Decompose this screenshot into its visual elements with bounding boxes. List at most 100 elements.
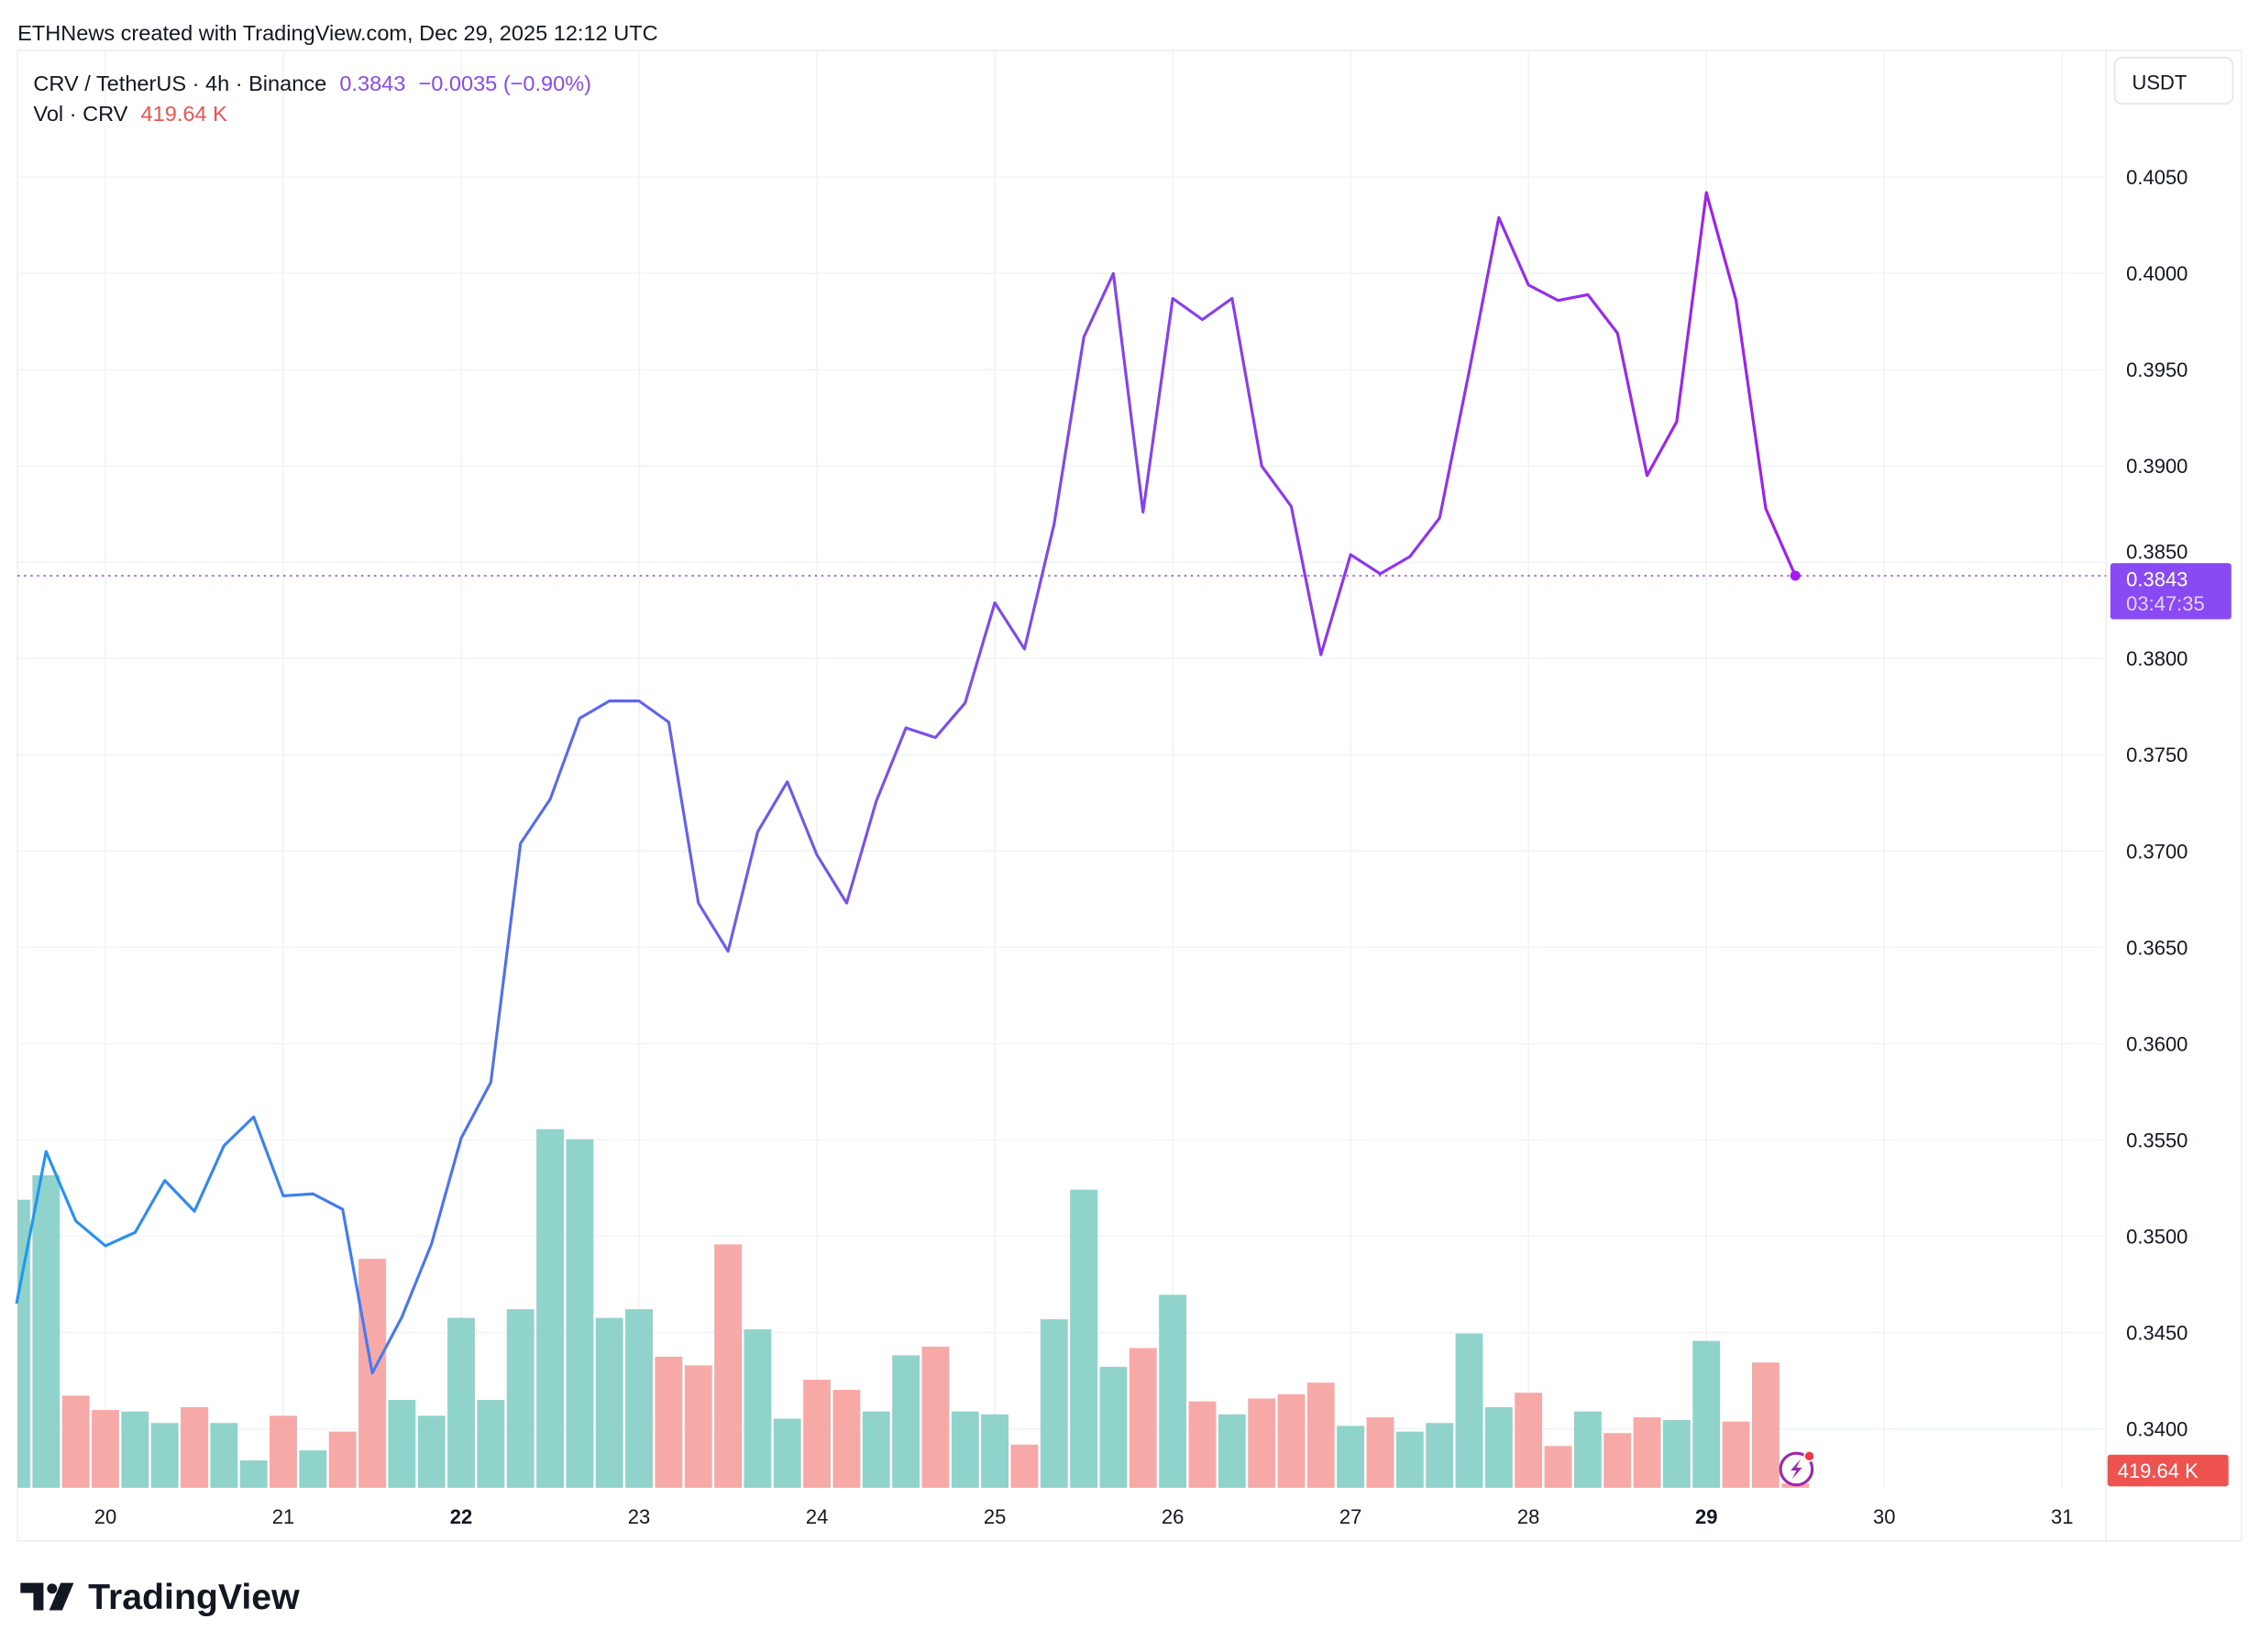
time-tick-label: 24: [806, 1505, 828, 1528]
volume-bar: [566, 1139, 594, 1488]
volume-bar: [1129, 1348, 1157, 1488]
price-tick-label: 0.3650: [2126, 936, 2187, 959]
legend-symbol: CRV / TetherUS · 4h · Binance: [33, 72, 326, 95]
attribution: ETHNews created with TradingView.com, De…: [17, 21, 657, 45]
volume-bar: [61, 1395, 90, 1488]
volume-bar: [150, 1423, 179, 1488]
volume-bar: [477, 1400, 505, 1488]
volume-bar: [1395, 1431, 1424, 1488]
price-tick-label: 0.4000: [2126, 262, 2187, 285]
time-tick-label: 22: [450, 1505, 472, 1528]
volume-bar: [744, 1329, 772, 1488]
volume-bar: [1306, 1382, 1335, 1488]
volume-bar: [921, 1346, 950, 1488]
volume-bar: [655, 1356, 683, 1488]
volume-bar: [536, 1129, 564, 1488]
time-tick-label: 27: [1339, 1505, 1361, 1528]
volume-bar: [773, 1418, 801, 1488]
volume-bar: [1633, 1416, 1661, 1488]
volume-bar: [595, 1317, 623, 1488]
volume-bar: [270, 1415, 297, 1488]
price-tick-label: 0.3850: [2126, 541, 2187, 564]
volume-bar: [892, 1355, 920, 1488]
volume-bar: [328, 1431, 357, 1488]
volume-bar: [1455, 1333, 1483, 1488]
time-tick-label: 26: [1162, 1505, 1184, 1528]
price-tick-label: 0.3450: [2126, 1321, 2187, 1344]
grid: [17, 50, 2107, 1488]
price-tick-label: 0.3750: [2126, 743, 2187, 766]
volume-bar: [1722, 1421, 1750, 1488]
volume-bar: [239, 1460, 268, 1488]
time-tick-label: 28: [1517, 1505, 1539, 1528]
volume-bar: [32, 1174, 61, 1488]
time-tick-label: 21: [272, 1505, 294, 1528]
price-line: [15, 191, 1797, 1375]
volume-bar: [684, 1365, 712, 1488]
volume-bar: [1099, 1366, 1128, 1488]
tradingview-logo-icon: [20, 1582, 74, 1611]
price-tick-label: 0.3900: [2126, 455, 2187, 478]
chart-frame: [17, 50, 2242, 1542]
currency-button[interactable]: USDT: [2113, 57, 2234, 105]
volume-bar: [210, 1423, 238, 1488]
logo-text: TradingView: [88, 1577, 300, 1617]
time-tick-label: 20: [94, 1505, 116, 1528]
volume-bar: [1159, 1294, 1187, 1488]
volume-bar: [17, 1199, 30, 1488]
volume-bar: [625, 1309, 653, 1488]
volume-bar: [1484, 1406, 1513, 1488]
volume-bar: [1010, 1444, 1039, 1488]
volume-tag-value: 419.64 K: [2118, 1459, 2198, 1482]
legend: CRV / TetherUS · 4h · Binance 0.3843 −0.00…: [33, 72, 591, 126]
volume-bar: [1662, 1420, 1691, 1488]
price-tick-label: 0.3700: [2126, 840, 2187, 863]
volume-bar: [1248, 1398, 1276, 1488]
currency-label: USDT: [2132, 71, 2187, 94]
volume-bar: [1188, 1401, 1217, 1488]
price-tick-label: 0.3500: [2126, 1225, 2187, 1248]
price-tick-label: 0.3400: [2126, 1417, 2187, 1440]
volume-bar: [951, 1411, 979, 1488]
price-tick-label: 0.3600: [2126, 1032, 2187, 1055]
volume-bar: [1337, 1426, 1365, 1488]
volume-bar: [1070, 1189, 1098, 1488]
time-tick-label: 23: [628, 1505, 650, 1528]
volume-bar: [832, 1390, 861, 1488]
legend-last: 0.3843: [339, 72, 405, 95]
legend-change: −0.0035 (−0.90%): [419, 72, 592, 95]
legend-volume-label: Vol · CRV: [33, 102, 127, 126]
volume-bar: [447, 1317, 475, 1488]
price-tick-label: 0.3950: [2126, 358, 2187, 381]
last-price-dot: [1790, 570, 1801, 581]
volume-bar: [1218, 1414, 1246, 1488]
time-tick-label: 31: [2051, 1505, 2073, 1528]
volume-bar: [506, 1309, 534, 1488]
volume-bar: [1603, 1433, 1632, 1488]
volume-bar: [299, 1450, 327, 1488]
volume-bar: [1426, 1423, 1454, 1488]
volume-bar: [714, 1244, 742, 1488]
volume-bar: [1366, 1416, 1394, 1488]
volume-bar: [92, 1410, 119, 1488]
price-tick-label: 0.3800: [2126, 647, 2187, 670]
volume-bar: [1573, 1411, 1602, 1488]
time-tick-label: 30: [1873, 1505, 1895, 1528]
volume-bar: [981, 1414, 1009, 1488]
volume-bar: [862, 1411, 890, 1488]
price-tick-label: 0.3550: [2126, 1129, 2187, 1151]
lightning-icon[interactable]: [1779, 1450, 1815, 1487]
volume-bar: [1040, 1319, 1068, 1488]
volume-bar: [1751, 1362, 1780, 1488]
volume-bar: [388, 1400, 416, 1488]
price-tag-value: 0.3843: [2126, 567, 2187, 590]
volume-bar: [181, 1406, 208, 1488]
price-tag-countdown: 03:47:35: [2126, 592, 2205, 615]
volume-bar: [1544, 1446, 1572, 1488]
price-tag: 0.3843 03:47:35: [2110, 563, 2231, 620]
volume-bar: [803, 1380, 832, 1488]
tradingview-logo: TradingView: [20, 1577, 300, 1617]
